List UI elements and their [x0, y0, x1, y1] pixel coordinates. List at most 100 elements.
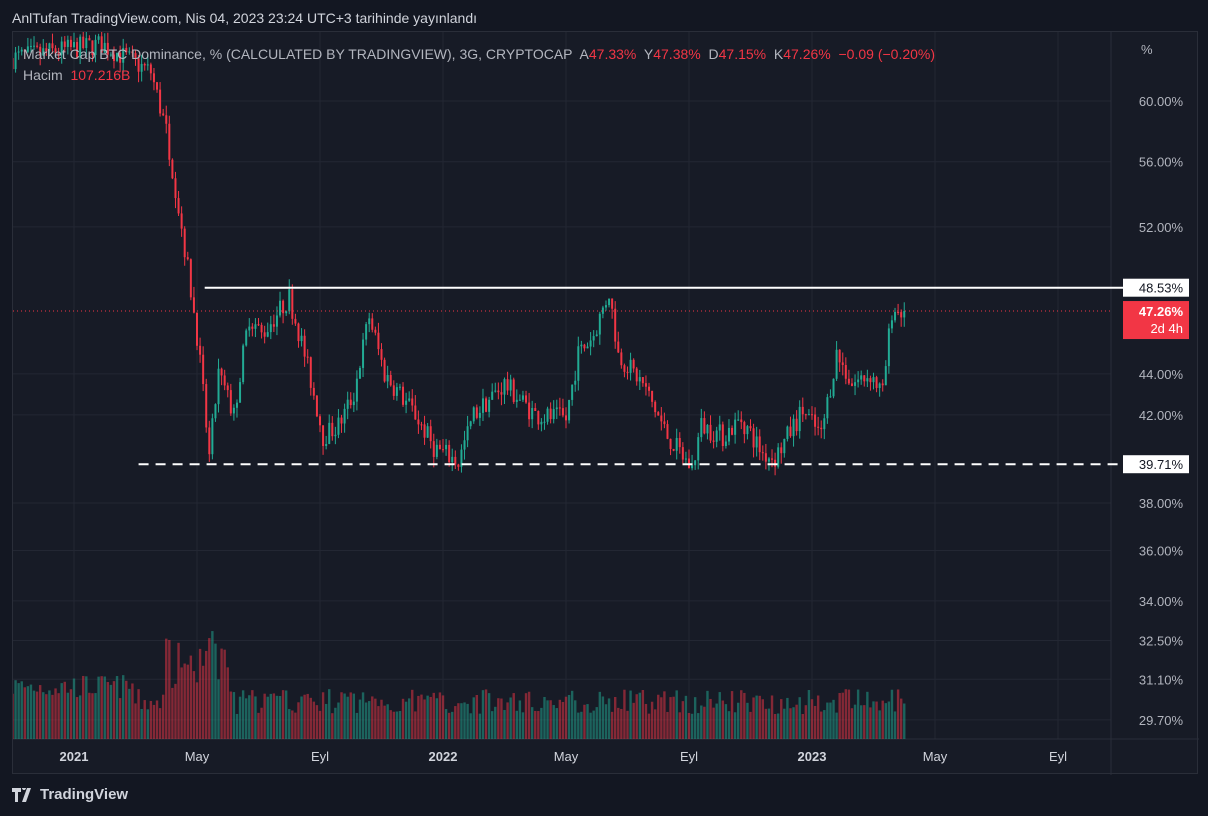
y-tick-label: 31.10%: [1139, 672, 1184, 687]
volume-bar: [404, 701, 408, 739]
candle-body: [574, 380, 577, 385]
volume-bar: [792, 707, 795, 739]
candle-body: [887, 328, 890, 367]
volume-bar: [438, 692, 442, 739]
volume-bars: [13, 631, 906, 739]
volume-bar: [669, 697, 672, 739]
candle-body: [438, 444, 441, 450]
high-value: 47.38%: [653, 46, 701, 62]
volume-bar: [208, 638, 211, 739]
volume-bar: [278, 696, 282, 739]
volume-bar: [878, 710, 881, 739]
volume-bar: [26, 686, 30, 739]
volume-bar: [45, 694, 48, 739]
candle-body: [368, 318, 371, 325]
volume-bar: [331, 713, 334, 739]
candle-body: [57, 53, 60, 55]
candle-body: [540, 421, 543, 425]
candle-body: [620, 352, 623, 366]
volume-bar: [755, 695, 758, 739]
candle-body: [534, 408, 537, 412]
x-tick-label: 2022: [429, 749, 458, 764]
volume-bar: [577, 712, 580, 739]
candle-body: [331, 422, 334, 437]
tradingview-logo[interactable]: TradingView: [12, 786, 128, 803]
candle-body: [558, 407, 561, 409]
y-tick-label: 44.00%: [1139, 367, 1184, 382]
candle-body: [718, 424, 721, 431]
candle-body: [894, 311, 897, 321]
volume-bar: [835, 712, 838, 739]
volume-bar: [82, 675, 85, 739]
volume-bar: [38, 685, 42, 739]
price-chart[interactable]: 60.00% 56.00% 52.00% 44.00% 42.00% 38.00% 36.0…: [13, 32, 1199, 775]
candle-body: [632, 359, 635, 369]
volume-bar: [681, 701, 685, 739]
candle-body: [660, 415, 663, 422]
candle-body: [568, 399, 571, 421]
y-tick-label: 56.00%: [1139, 155, 1184, 170]
candle-body: [641, 377, 644, 384]
volume-bar: [586, 704, 589, 739]
volume-bar: [251, 690, 254, 739]
volume-bar: [730, 691, 734, 739]
candle-body: [214, 404, 217, 419]
volume-bar: [306, 693, 309, 739]
change-value: −0.09 (−0.20%): [838, 46, 936, 62]
volume-bar: [451, 711, 454, 739]
candle-body: [466, 426, 469, 441]
candle-body: [475, 407, 478, 418]
candle-body: [878, 383, 881, 388]
candle-body: [592, 336, 595, 341]
volume-bar: [343, 693, 346, 739]
y-tick-label: 38.00%: [1139, 496, 1184, 511]
volume-bar: [155, 700, 159, 739]
volume-bar: [429, 696, 432, 739]
volume-bar: [257, 712, 260, 739]
volume-bar: [881, 700, 884, 739]
candle-body: [392, 385, 395, 396]
candle-body: [795, 418, 798, 432]
volume-bar: [721, 700, 725, 739]
candle-body: [835, 349, 838, 379]
y-tick-label: 32.50%: [1139, 634, 1184, 649]
candle-body: [832, 378, 835, 397]
candle-body: [672, 448, 675, 451]
candle-body: [644, 383, 647, 387]
volume-bar: [518, 700, 522, 739]
price-label: 48.53%: [1139, 281, 1184, 296]
volume-bar: [131, 683, 134, 739]
volume-bar: [337, 702, 340, 739]
volume-bar: [146, 709, 149, 739]
candle-body: [76, 42, 79, 58]
volume-bar: [149, 700, 153, 739]
candle-body: [134, 53, 137, 59]
volume-bar: [690, 713, 694, 739]
y-tick-label: 52.00%: [1139, 220, 1184, 235]
volume-bar: [783, 708, 786, 739]
volume-bar: [810, 699, 814, 739]
volume-bar: [749, 711, 752, 739]
volume-bar: [829, 702, 832, 739]
x-tick-label: May: [923, 749, 948, 764]
volume-bar: [407, 698, 411, 739]
volume-bar: [457, 703, 460, 739]
volume-bar: [527, 691, 531, 739]
candle-body: [414, 405, 417, 420]
candle-body: [525, 395, 528, 403]
volume-bar: [401, 698, 405, 739]
volume-bar: [294, 712, 297, 739]
candle-body: [319, 416, 321, 426]
candle-body: [635, 368, 638, 382]
candle-body: [358, 367, 361, 379]
volume-bar: [334, 707, 337, 739]
volume-bar: [752, 697, 755, 739]
volume-bar: [60, 683, 63, 739]
chart-pane[interactable]: 60.00% 56.00% 52.00% 44.00% 42.00% 38.00% 36.0…: [12, 31, 1199, 775]
candle-body: [251, 326, 254, 329]
candle-body: [143, 63, 146, 66]
candle-body: [297, 323, 300, 342]
candle-body: [340, 417, 343, 424]
candle-body: [817, 426, 820, 428]
volume-bar: [69, 689, 73, 739]
